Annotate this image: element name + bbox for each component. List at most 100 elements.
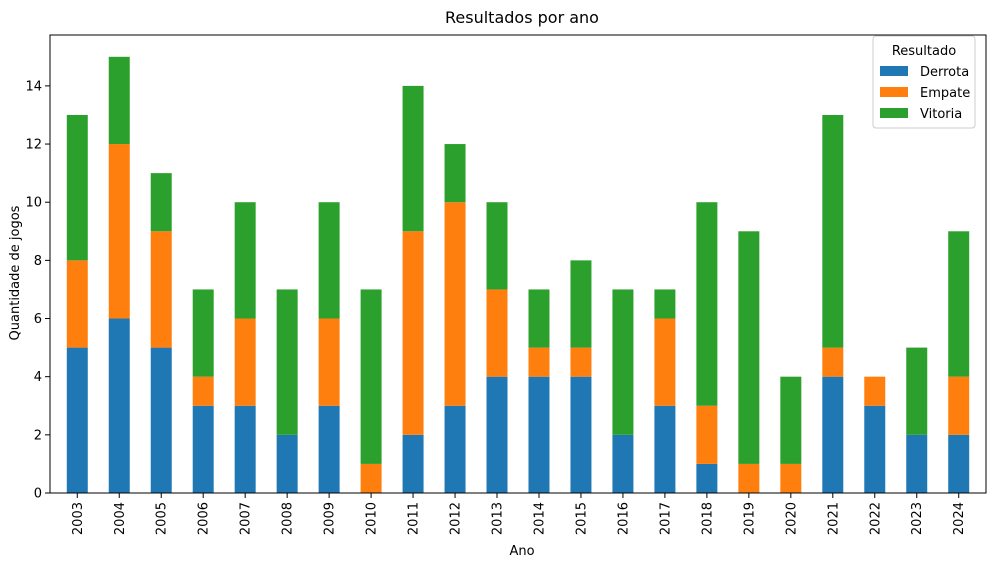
bar-vitoria-2012: [444, 144, 466, 203]
bar-empate-2010: [360, 463, 382, 493]
x-tick-label: 2012: [449, 502, 464, 535]
legend-title: Resultado: [892, 44, 956, 59]
bar-derrota-2018: [696, 463, 718, 493]
y-tick-label: 4: [34, 370, 42, 385]
x-tick-label: 2003: [71, 502, 86, 535]
y-tick-label: 12: [25, 138, 42, 153]
bar-vitoria-2010: [360, 289, 382, 464]
plot-frame: [49, 34, 987, 494]
bar-derrota-2013: [486, 376, 508, 493]
bar-empate-2019: [738, 463, 760, 493]
bar-vitoria-2018: [696, 202, 718, 406]
x-tick-label: 2010: [365, 502, 380, 535]
y-tick-label: 10: [25, 196, 42, 211]
bar-empate-2017: [654, 318, 676, 406]
bar-derrota-2022: [864, 405, 886, 493]
bar-vitoria-2023: [906, 347, 928, 435]
x-tick-label: 2023: [910, 502, 925, 535]
x-tick-label: 2015: [574, 502, 589, 535]
x-tick-label: 2021: [826, 502, 841, 535]
x-tick-label: 2019: [742, 502, 757, 535]
legend-label-derrota: Derrota: [920, 65, 969, 80]
y-tick-label: 14: [25, 79, 42, 94]
bar-vitoria-2003: [66, 114, 88, 261]
x-tick-label: 2016: [616, 502, 631, 535]
bar-empate-2014: [528, 347, 550, 377]
x-tick-label: 2005: [155, 502, 170, 535]
y-tick-label: 6: [34, 312, 42, 327]
bar-derrota-2012: [444, 405, 466, 493]
bar-vitoria-2013: [486, 202, 508, 290]
bar-vitoria-2006: [192, 289, 214, 377]
bar-empate-2022: [864, 376, 886, 406]
x-tick-label: 2011: [407, 502, 422, 535]
x-tick-label: 2014: [532, 502, 547, 535]
x-tick-label: 2013: [491, 502, 506, 535]
bar-vitoria-2014: [528, 289, 550, 348]
bar-empate-2004: [108, 144, 130, 319]
bar-empate-2020: [780, 463, 802, 493]
bar-vitoria-2011: [402, 85, 424, 232]
bar-derrota-2017: [654, 405, 676, 493]
bar-derrota-2005: [150, 347, 172, 493]
bar-derrota-2024: [948, 434, 970, 493]
x-axis-title: Ano: [509, 544, 534, 559]
bar-derrota-2015: [570, 376, 592, 493]
bars-group: [66, 56, 970, 493]
x-tick-label: 2007: [239, 502, 254, 535]
bar-derrota-2016: [612, 434, 634, 493]
bar-vitoria-2020: [780, 376, 802, 464]
y-tick-label: 8: [34, 254, 42, 269]
y-axis-title: Quantidade de jogos: [8, 205, 23, 340]
bar-vitoria-2005: [150, 173, 172, 232]
bar-vitoria-2008: [276, 289, 298, 435]
bar-empate-2021: [822, 347, 844, 377]
bar-derrota-2007: [234, 405, 256, 493]
legend-swatch-derrota: [880, 66, 908, 76]
bar-derrota-2014: [528, 376, 550, 493]
y-tick-label: 2: [34, 428, 42, 443]
bar-derrota-2023: [906, 434, 928, 493]
bar-derrota-2008: [276, 434, 298, 493]
bar-derrota-2004: [108, 318, 130, 493]
x-tick-label: 2008: [281, 502, 296, 535]
bar-vitoria-2009: [318, 202, 340, 319]
bar-empate-2015: [570, 347, 592, 377]
bar-derrota-2021: [822, 376, 844, 493]
x-tick-label: 2022: [868, 502, 883, 535]
bar-vitoria-2007: [234, 202, 256, 319]
x-tick-label: 2020: [784, 502, 799, 535]
bar-empate-2006: [192, 376, 214, 406]
bar-derrota-2006: [192, 405, 214, 493]
x-axis: 2003 2004 2005 2006 2007 2008 2009 2010 2011 2012…: [71, 493, 967, 535]
bar-empate-2018: [696, 405, 718, 464]
bar-vitoria-2024: [948, 231, 970, 377]
bar-vitoria-2016: [612, 289, 634, 435]
x-tick-label: 2017: [658, 502, 673, 535]
bar-empate-2009: [318, 318, 340, 406]
bar-empate-2011: [402, 231, 424, 435]
legend-label-empate: Empate: [920, 86, 970, 101]
bar-vitoria-2021: [822, 114, 844, 348]
legend-swatch-empate: [880, 87, 908, 97]
x-tick-label: 2018: [700, 502, 715, 535]
bar-vitoria-2004: [108, 56, 130, 145]
x-tick-label: 2024: [952, 502, 967, 535]
x-tick-label: 2004: [113, 502, 128, 535]
x-tick-label: 2006: [197, 502, 212, 535]
bar-empate-2007: [234, 318, 256, 406]
x-tick-label: 2009: [323, 502, 338, 535]
bar-empate-2013: [486, 289, 508, 377]
bar-derrota-2011: [402, 434, 424, 493]
bar-empate-2024: [948, 376, 970, 435]
chart-title: Resultados por ano: [445, 8, 599, 27]
y-axis: 0 2 4 6 8 10 12 14: [25, 79, 50, 502]
legend-label-vitoria: Vitoria: [920, 107, 962, 122]
bar-vitoria-2019: [738, 231, 760, 464]
bar-empate-2012: [444, 202, 466, 406]
y-tick-label: 0: [34, 487, 42, 502]
legend-box: [872, 35, 976, 129]
bar-empate-2003: [66, 260, 88, 348]
legend-swatch-vitoria: [880, 108, 908, 118]
